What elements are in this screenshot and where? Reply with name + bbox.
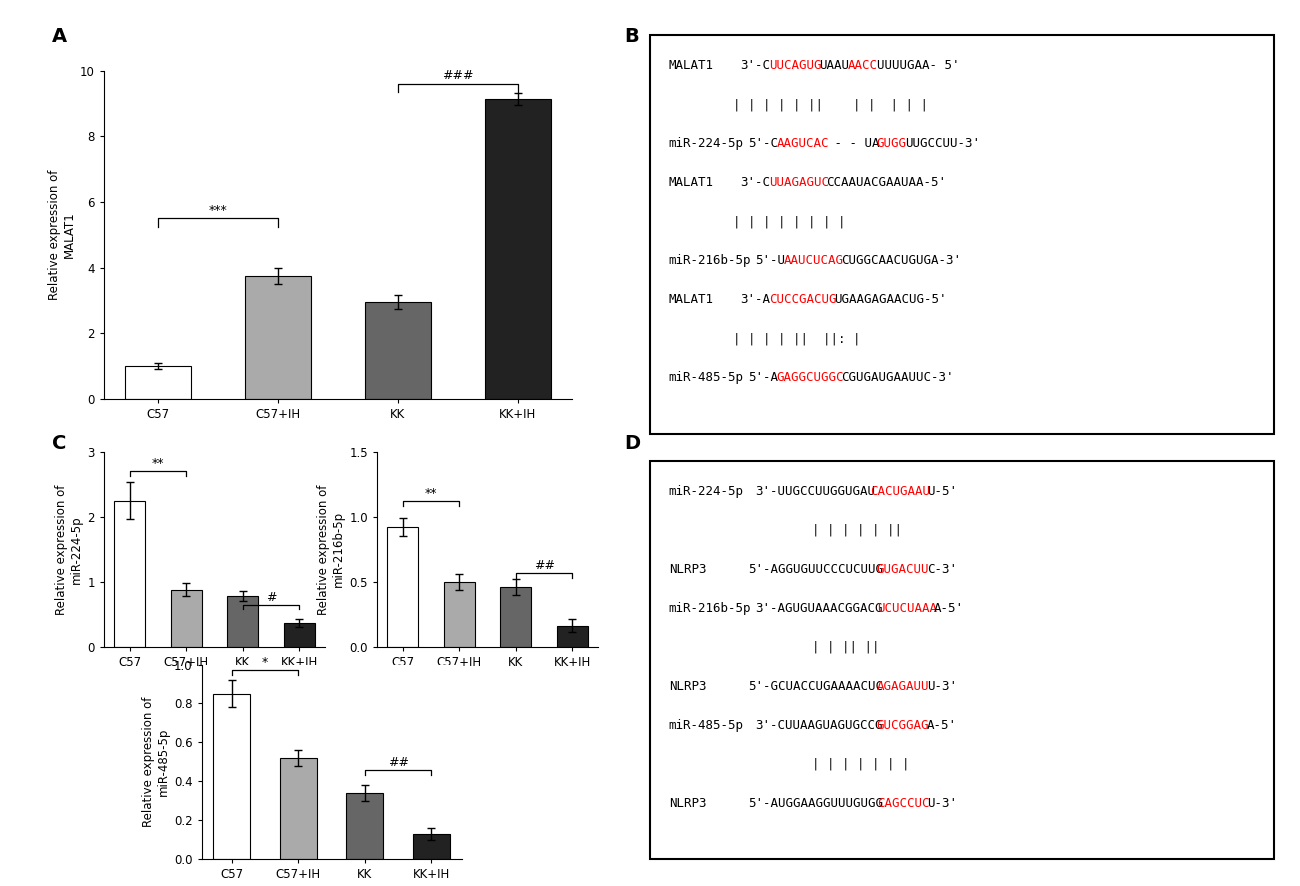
Bar	[485, 98, 551, 399]
Text: | | | | | | | |: | | | | | | | |	[733, 215, 846, 229]
Text: GAGGCUGGC: GAGGCUGGC	[776, 371, 844, 385]
Text: ##: ##	[387, 756, 408, 769]
Bar	[283, 623, 315, 647]
Text: NLRP3: NLRP3	[668, 563, 706, 576]
Text: UUUUGAA- 5': UUUUGAA- 5'	[876, 59, 959, 73]
Text: UUGCCUU-3': UUGCCUU-3'	[906, 137, 980, 151]
Text: **: **	[152, 457, 164, 470]
Text: 5'-AUGGAAGGUUUGUGG: 5'-AUGGAAGGUUUGUGG	[747, 797, 883, 810]
Text: AGAGAUU: AGAGAUU	[876, 680, 930, 693]
Bar	[413, 834, 450, 859]
Bar	[280, 758, 316, 859]
Text: | | | | | | |: | | | | | | |	[812, 758, 910, 771]
Text: | | || ||: | | || ||	[812, 641, 880, 654]
Text: MALAT1: MALAT1	[668, 176, 714, 190]
Text: 3'-A: 3'-A	[741, 293, 771, 307]
Y-axis label: Relative expression of
MALAT1: Relative expression of MALAT1	[48, 169, 75, 300]
Text: 5'-A: 5'-A	[747, 371, 777, 385]
Text: A: A	[52, 27, 68, 45]
Text: miR-216b-5p: miR-216b-5p	[668, 254, 751, 268]
Text: 3'-AGUGUAAACGGACG: 3'-AGUGUAAACGGACG	[755, 602, 883, 615]
Text: *: *	[261, 657, 268, 670]
Text: AAUCUCAG: AAUCUCAG	[784, 254, 844, 268]
Text: NLRP3: NLRP3	[668, 680, 706, 693]
Y-axis label: Relative expression of
miR-224-5p: Relative expression of miR-224-5p	[56, 484, 83, 615]
Text: CAGCCUC: CAGCCUC	[876, 797, 930, 810]
Bar	[114, 501, 146, 647]
Text: CUCCGACUG: CUCCGACUG	[770, 293, 837, 307]
Bar	[170, 589, 202, 647]
Text: 3'-C: 3'-C	[741, 59, 771, 73]
Text: C-3': C-3'	[927, 563, 957, 576]
Text: miR-485-5p: miR-485-5p	[668, 719, 744, 732]
Text: | | | | | ||: | | | | | ||	[812, 524, 902, 537]
Text: UAAU: UAAU	[819, 59, 849, 73]
Text: NLRP3: NLRP3	[668, 797, 706, 810]
Text: miR-485-5p: miR-485-5p	[668, 371, 744, 385]
Text: GUCGGAG: GUCGGAG	[876, 719, 930, 732]
Text: C: C	[52, 434, 66, 453]
Text: CGUGAUGAAUUC-3': CGUGAUGAAUUC-3'	[841, 371, 953, 385]
Bar	[387, 527, 419, 647]
Text: U-3': U-3'	[927, 680, 957, 693]
Bar	[246, 276, 311, 399]
Text: | | | | ||  ||: |: | | | | || ||: |	[733, 332, 861, 346]
Text: miR-216b-5p: miR-216b-5p	[668, 602, 751, 615]
Bar	[556, 626, 588, 647]
Text: U-3': U-3'	[927, 797, 957, 810]
Text: B: B	[624, 27, 638, 45]
Bar	[227, 596, 259, 647]
Text: AAGUCAC: AAGUCAC	[776, 137, 829, 151]
Text: CCAAUACGAAUAA-5': CCAAUACGAAUAA-5'	[827, 176, 946, 190]
Text: MALAT1: MALAT1	[668, 59, 714, 73]
Text: 5'-GCUACCUGAAAACUC: 5'-GCUACCUGAAAACUC	[747, 680, 883, 693]
Text: 3'-CUUAAGUAGUGCCG: 3'-CUUAAGUAGUGCCG	[755, 719, 883, 732]
Text: ##: ##	[533, 559, 555, 571]
Text: D: D	[624, 434, 640, 453]
Text: CUGGCAACUGUGA-3': CUGGCAACUGUGA-3'	[841, 254, 961, 268]
Text: 3'-C: 3'-C	[741, 176, 771, 190]
Text: 5'-C: 5'-C	[747, 137, 777, 151]
Text: - - UA: - - UA	[827, 137, 879, 151]
Text: #: #	[265, 591, 277, 603]
Text: A-5': A-5'	[935, 602, 965, 615]
Text: AACC: AACC	[848, 59, 878, 73]
Text: MALAT1: MALAT1	[668, 293, 714, 307]
Text: 5'-U: 5'-U	[755, 254, 785, 268]
Text: ***: ***	[209, 204, 228, 217]
Text: CACUGAAU: CACUGAAU	[870, 485, 930, 498]
Y-axis label: Relative expression of
miR-485-5p: Relative expression of miR-485-5p	[142, 696, 170, 828]
Bar	[500, 587, 532, 647]
Text: U-5': U-5'	[927, 485, 957, 498]
Text: UCUCUAAA: UCUCUAAA	[876, 602, 937, 615]
Text: GUGG: GUGG	[876, 137, 907, 151]
Bar	[443, 582, 474, 647]
Bar	[347, 793, 384, 859]
Text: GUGACUU: GUGACUU	[876, 563, 930, 576]
Text: miR-224-5p: miR-224-5p	[668, 137, 744, 151]
Text: UUCAGUG: UUCAGUG	[770, 59, 822, 73]
Bar	[365, 302, 430, 399]
Text: UGAAGAGAACUG-5': UGAAGAGAACUG-5'	[833, 293, 946, 307]
Text: **: **	[425, 487, 437, 501]
Text: UUAGAGUC: UUAGAGUC	[770, 176, 829, 190]
Y-axis label: Relative expression of
miR-216b-5p: Relative expression of miR-216b-5p	[317, 484, 346, 615]
Text: 3'-UUGCCUUGGUGAU: 3'-UUGCCUUGGUGAU	[755, 485, 875, 498]
Bar	[213, 694, 250, 859]
Bar	[125, 366, 191, 399]
Text: A-5': A-5'	[927, 719, 957, 732]
Text: ###: ###	[442, 69, 473, 82]
Text: miR-224-5p: miR-224-5p	[668, 485, 744, 498]
Text: | | | | | ||    | |  | | |: | | | | | || | | | | |	[733, 98, 928, 112]
Text: 5'-AGGUGUUCCCUCUUG: 5'-AGGUGUUCCCUCUUG	[747, 563, 883, 576]
